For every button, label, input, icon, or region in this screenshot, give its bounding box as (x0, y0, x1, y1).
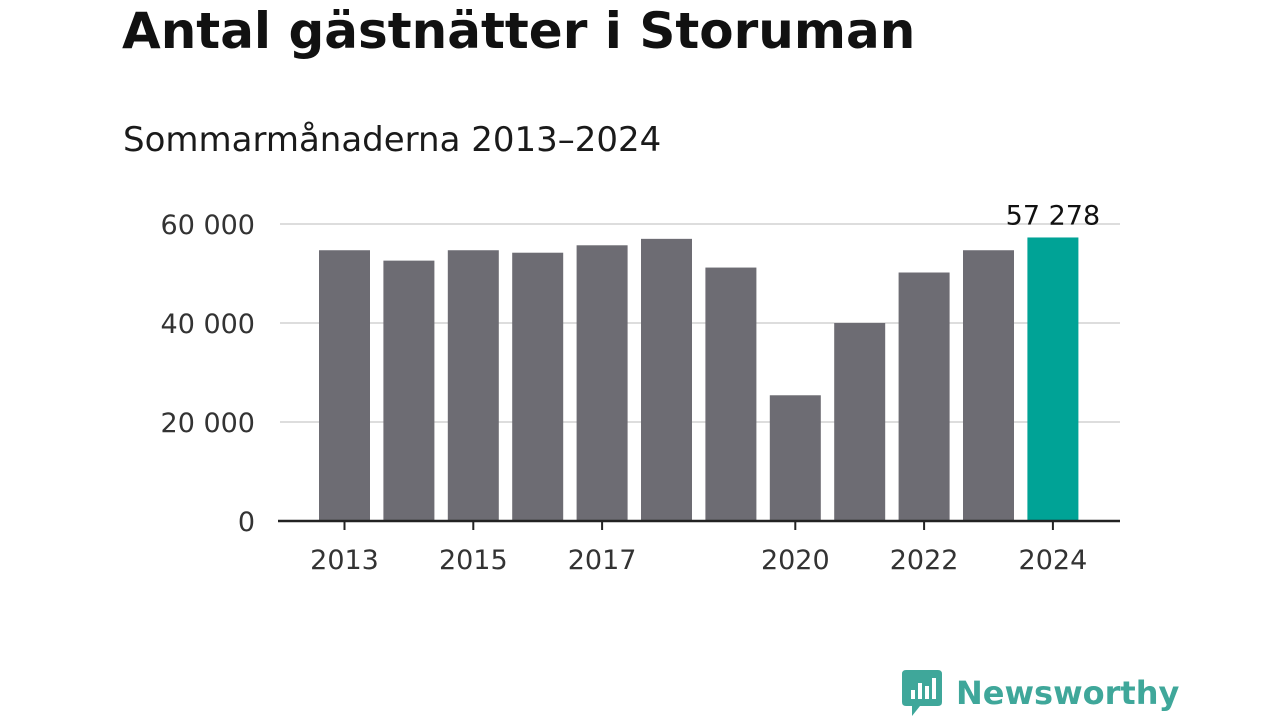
bar-2022 (898, 272, 950, 521)
y-tick-label: 20 000 (161, 408, 255, 439)
bar-2015 (447, 250, 499, 522)
bar-2021 (834, 323, 886, 521)
x-tick-label: 2017 (568, 545, 637, 576)
data-label-2024: 57 278 (1006, 200, 1100, 231)
newsworthy-logo-icon (902, 670, 942, 716)
brand-name: Newsworthy (956, 674, 1180, 712)
bar-chart: 0 20 000 40 000 60 000 2013 2015 2017 2020 2022 2… (161, 200, 1120, 576)
bar-2024 (1027, 237, 1079, 521)
bar-2014 (383, 260, 435, 521)
x-tick-label: 2022 (890, 545, 959, 576)
y-tick-label: 0 (238, 507, 255, 538)
y-tick-label: 40 000 (161, 309, 255, 340)
bar-2019 (705, 267, 757, 521)
chart-labels: 0 20 000 40 000 60 000 2013 2015 2017 2020 2022 2… (161, 200, 1101, 576)
bars (319, 237, 1079, 522)
x-tick-label: 2015 (439, 545, 508, 576)
bar-2023 (963, 250, 1014, 522)
x-tick-label: 2013 (310, 545, 379, 576)
x-tick-label: 2024 (1019, 545, 1088, 576)
brand-logo: Newsworthy (902, 670, 1179, 716)
y-tick-label: 60 000 (161, 210, 255, 241)
axes (278, 519, 1120, 530)
bar-2013 (319, 250, 370, 522)
chart-title: Antal gästnätter i Storuman (122, 2, 916, 60)
chart-subtitle: Sommarmånaderna 2013–2024 (123, 120, 662, 160)
bar-2020 (769, 395, 821, 521)
bar-2017 (576, 245, 628, 521)
x-tick-label: 2020 (761, 545, 830, 576)
bar-2018 (641, 238, 692, 521)
bar-2016 (512, 252, 564, 521)
